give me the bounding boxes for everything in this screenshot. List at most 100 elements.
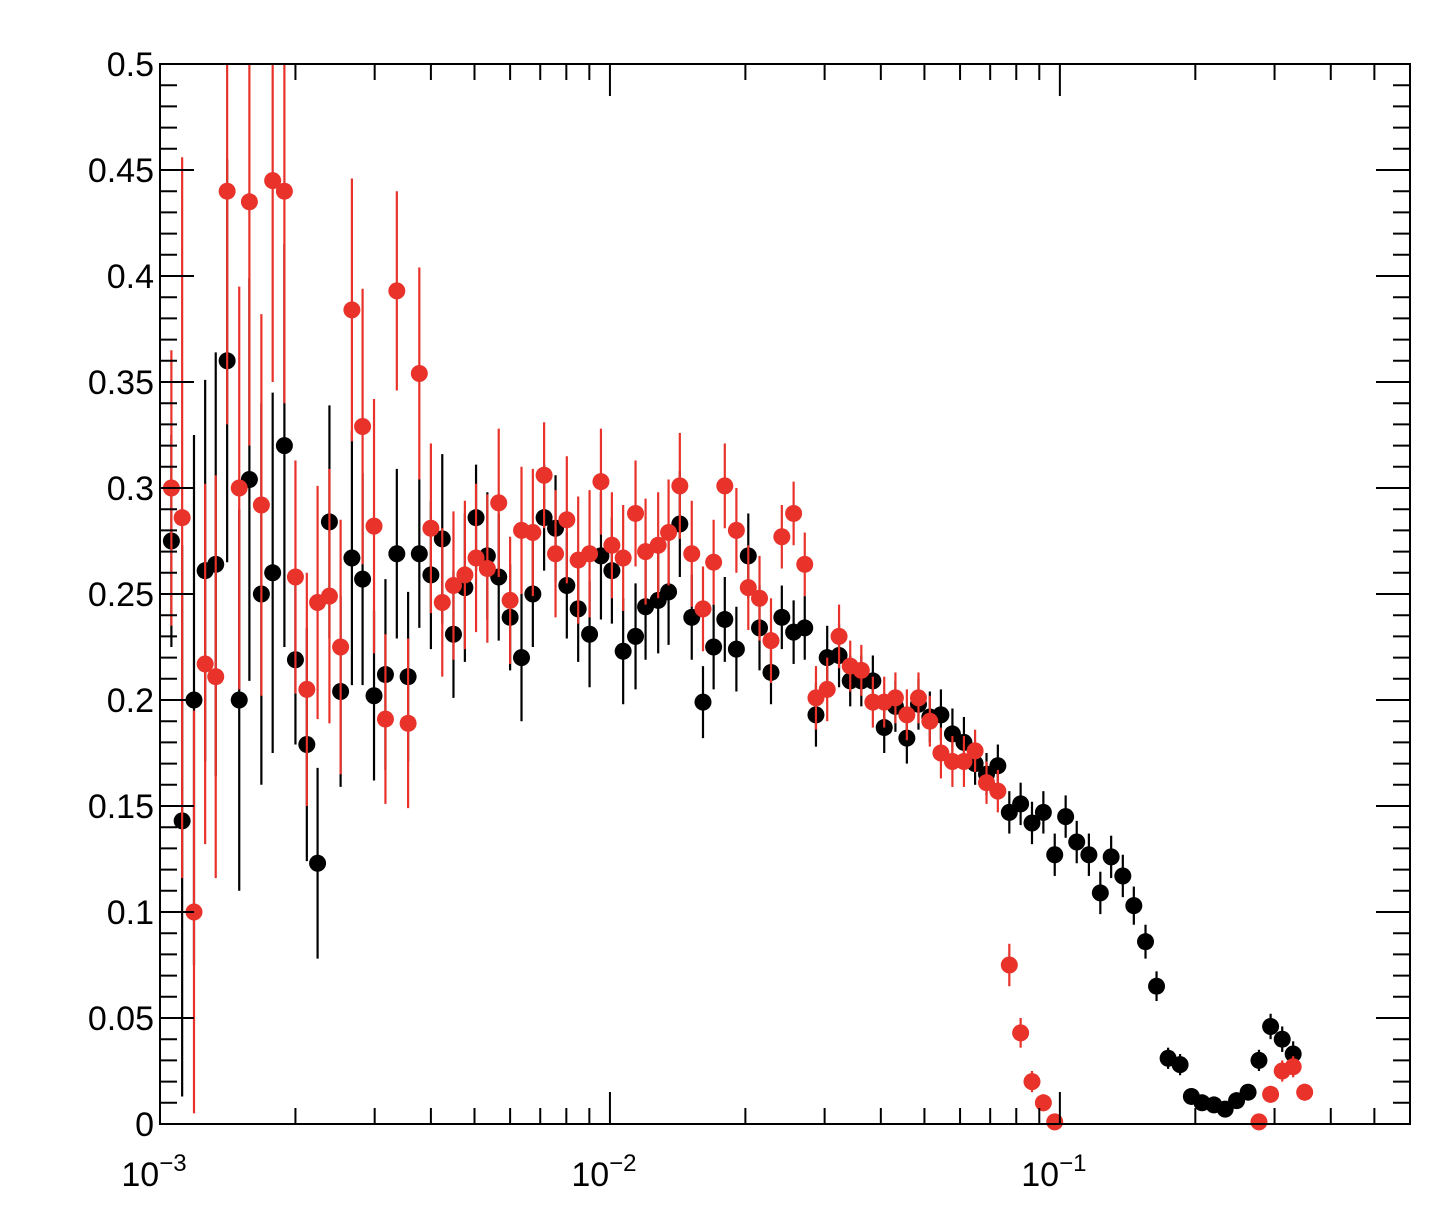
x-tick-label: 10−3 bbox=[121, 1150, 186, 1194]
data-point bbox=[989, 782, 1007, 800]
data-point bbox=[830, 627, 848, 645]
data-point bbox=[921, 712, 939, 730]
data-point bbox=[671, 477, 689, 495]
data-point bbox=[264, 564, 282, 582]
y-tick-label: 0.05 bbox=[88, 1000, 154, 1038]
data-point bbox=[1284, 1058, 1302, 1076]
data-point bbox=[354, 570, 372, 588]
series-layer bbox=[162, 64, 1314, 1131]
data-point bbox=[298, 680, 316, 698]
data-point bbox=[1137, 933, 1155, 951]
x-tick-base: 10 bbox=[571, 1156, 609, 1194]
data-point bbox=[660, 524, 678, 542]
data-point bbox=[230, 479, 248, 497]
data-point bbox=[558, 577, 576, 595]
data-point bbox=[1296, 1083, 1314, 1101]
data-point bbox=[547, 545, 565, 563]
x-tick-exponent: −1 bbox=[1059, 1150, 1086, 1177]
data-point bbox=[1000, 956, 1018, 974]
x-tick-exponent: −3 bbox=[159, 1150, 186, 1177]
data-point bbox=[422, 519, 440, 537]
x-tick-label: 10−1 bbox=[1021, 1150, 1086, 1194]
data-point bbox=[1034, 803, 1052, 821]
tick-labels: 00.050.10.150.20.250.30.350.40.450.510−3… bbox=[88, 46, 1087, 1194]
data-point bbox=[286, 568, 304, 586]
data-point bbox=[989, 757, 1007, 775]
data-point bbox=[581, 625, 599, 643]
data-point bbox=[376, 710, 394, 728]
data-point bbox=[354, 418, 372, 436]
x-tick-base: 10 bbox=[121, 1156, 159, 1194]
y-tick-label: 0.2 bbox=[107, 682, 154, 720]
data-point bbox=[627, 627, 645, 645]
data-point bbox=[739, 579, 757, 597]
plot-frame bbox=[159, 63, 1411, 1125]
data-point bbox=[173, 509, 191, 527]
data-point bbox=[399, 714, 417, 732]
data-point bbox=[558, 511, 576, 529]
data-point bbox=[649, 536, 667, 554]
data-point bbox=[1046, 846, 1064, 864]
data-point bbox=[627, 504, 645, 522]
data-point bbox=[196, 655, 214, 673]
data-point bbox=[1125, 897, 1143, 915]
data-point bbox=[1034, 1094, 1052, 1112]
data-point bbox=[898, 706, 916, 724]
series-0 bbox=[162, 159, 1302, 1118]
data-point bbox=[818, 680, 836, 698]
data-point bbox=[207, 668, 225, 686]
y-tick-label: 0.4 bbox=[107, 258, 154, 296]
data-point bbox=[1239, 1083, 1257, 1101]
data-point bbox=[694, 693, 712, 711]
data-point bbox=[637, 598, 655, 616]
data-point bbox=[388, 545, 406, 563]
data-point bbox=[1148, 977, 1166, 995]
data-point bbox=[1012, 795, 1030, 813]
axis-ticks bbox=[159, 63, 1411, 1125]
data-point bbox=[727, 640, 745, 658]
x-tick-exponent: −2 bbox=[609, 1150, 636, 1177]
data-point bbox=[1171, 1056, 1189, 1074]
data-point bbox=[614, 549, 632, 567]
data-point bbox=[433, 593, 451, 611]
data-point bbox=[501, 591, 519, 609]
data-point bbox=[694, 600, 712, 618]
data-point bbox=[365, 687, 383, 705]
x-tick-base: 10 bbox=[1021, 1156, 1059, 1194]
data-point bbox=[535, 466, 553, 484]
data-point bbox=[332, 638, 350, 656]
data-point bbox=[1284, 1045, 1302, 1063]
data-point bbox=[909, 689, 927, 707]
data-point bbox=[1102, 848, 1120, 866]
data-point bbox=[955, 752, 973, 770]
data-point bbox=[603, 536, 621, 554]
data-point bbox=[388, 282, 406, 300]
data-point bbox=[275, 182, 293, 200]
data-point bbox=[1068, 833, 1086, 851]
data-point bbox=[751, 589, 769, 607]
data-point bbox=[614, 642, 632, 660]
y-tick-label: 0.35 bbox=[88, 364, 154, 402]
data-point bbox=[637, 543, 655, 561]
data-point bbox=[762, 632, 780, 650]
data-point bbox=[966, 742, 984, 760]
data-point bbox=[410, 365, 428, 383]
series-1 bbox=[162, 64, 1314, 1131]
data-point bbox=[456, 566, 474, 584]
data-point bbox=[716, 477, 734, 495]
data-point bbox=[1114, 867, 1132, 885]
x-tick-label: 10−2 bbox=[571, 1150, 636, 1194]
data-point bbox=[478, 560, 496, 578]
data-point bbox=[796, 555, 814, 573]
data-point bbox=[1023, 1073, 1041, 1091]
data-point bbox=[1057, 808, 1075, 826]
data-point bbox=[1012, 1024, 1030, 1042]
data-point bbox=[309, 854, 327, 872]
data-point bbox=[592, 473, 610, 491]
data-point bbox=[1273, 1030, 1291, 1048]
data-point bbox=[467, 549, 485, 567]
data-point bbox=[1080, 846, 1098, 864]
data-point bbox=[1262, 1085, 1280, 1103]
data-point bbox=[716, 610, 734, 628]
data-point bbox=[513, 649, 531, 667]
